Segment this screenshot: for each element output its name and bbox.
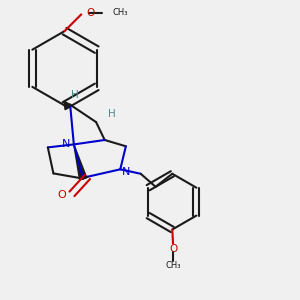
Text: O: O [169, 244, 177, 254]
Text: H: H [108, 109, 116, 119]
Text: N: N [61, 139, 70, 149]
Text: O: O [86, 8, 95, 17]
Text: H: H [71, 90, 79, 100]
Polygon shape [74, 144, 87, 180]
Polygon shape [64, 101, 70, 110]
Text: CH₃: CH₃ [165, 261, 181, 270]
Text: O: O [57, 190, 66, 200]
Text: CH₃: CH₃ [113, 8, 128, 17]
Text: N: N [122, 167, 130, 177]
